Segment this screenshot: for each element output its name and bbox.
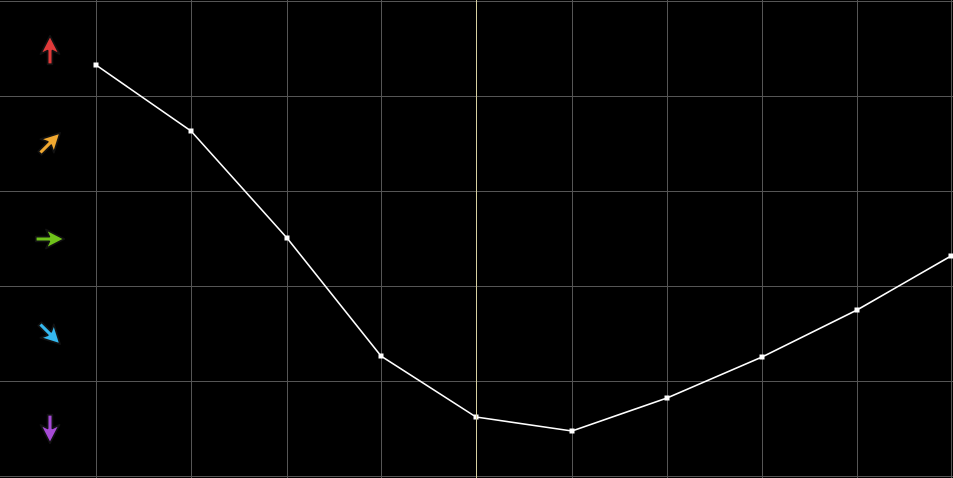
data-point-marker[interactable] <box>569 428 575 434</box>
gridline-vertical <box>667 0 668 478</box>
gridline-vertical <box>762 0 763 478</box>
gridline-vertical <box>857 0 858 478</box>
data-point-marker[interactable] <box>854 307 860 313</box>
gridline-vertical <box>191 0 192 478</box>
data-point-marker[interactable] <box>759 354 765 360</box>
gridline-vertical <box>572 0 573 478</box>
data-point-marker[interactable] <box>188 128 194 134</box>
arrow-right-icon <box>34 228 66 250</box>
data-point-marker[interactable] <box>378 353 384 359</box>
data-point-marker[interactable] <box>948 253 953 259</box>
gridline-vertical <box>96 0 97 478</box>
arrow-glyph <box>34 228 66 250</box>
arrow-glyph <box>39 413 61 445</box>
data-point-marker[interactable] <box>664 395 670 401</box>
arrow-down-right-icon <box>37 321 61 345</box>
arrow-up-right-icon <box>37 132 61 156</box>
series-polyline <box>95 64 952 432</box>
vertical-cursor-line[interactable] <box>476 0 477 478</box>
arrow-up-icon <box>39 34 61 66</box>
gridline-vertical <box>951 0 952 478</box>
arrow-glyph <box>39 34 61 66</box>
arrow-glyph <box>37 132 61 156</box>
data-point-marker[interactable] <box>284 235 290 241</box>
gridline-vertical <box>381 0 382 478</box>
arrow-down-icon <box>39 413 61 445</box>
arrow-glyph <box>37 321 61 345</box>
data-point-marker[interactable] <box>93 62 99 68</box>
